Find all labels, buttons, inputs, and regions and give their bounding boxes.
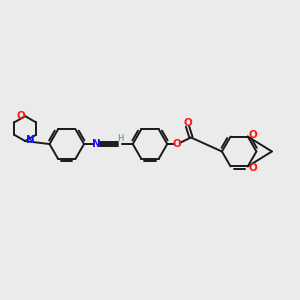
Text: O: O bbox=[248, 163, 257, 173]
Text: O: O bbox=[172, 139, 181, 149]
Text: N: N bbox=[92, 139, 101, 149]
Text: O: O bbox=[248, 130, 257, 140]
Text: N: N bbox=[26, 136, 34, 146]
Text: H: H bbox=[117, 134, 124, 143]
Text: O: O bbox=[183, 118, 192, 128]
Text: O: O bbox=[16, 111, 25, 121]
